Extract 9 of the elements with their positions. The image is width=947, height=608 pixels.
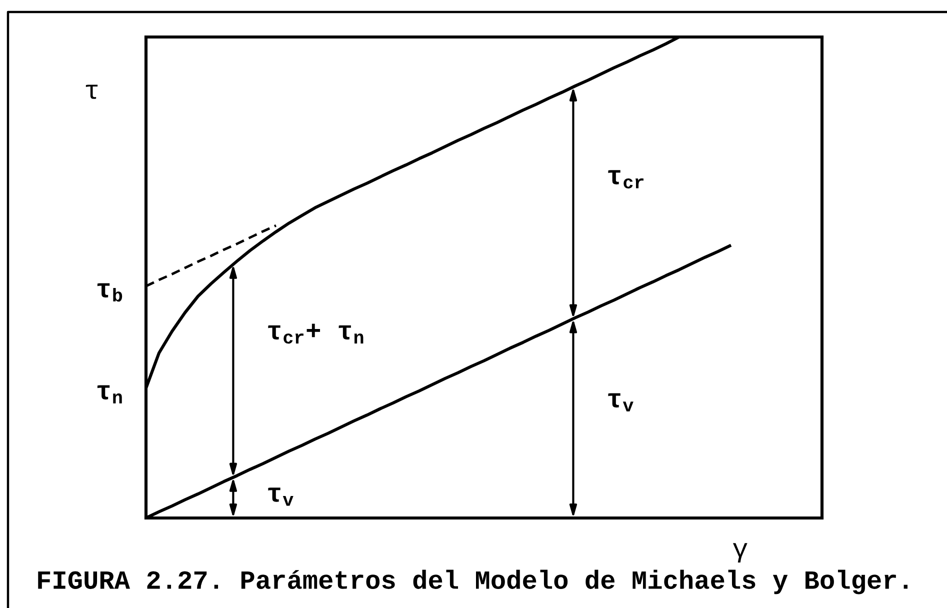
annotation: τ$_{v}$ [268,488,294,506]
text: FIGURA 2.27. Parámetros del Modelo de Michaels y Bolger. [38,570,908,594]
text: τ$_{n}$ [97,385,122,404]
annotation: τ$_{cr}$+ τ$_{n}$ [268,324,364,344]
annotation: τ$_{v}$ [608,393,634,412]
annotation: τ$_{cr}$ [608,170,644,188]
y-axis-title: τ [86,84,98,99]
text: τ$_{b}$ [97,283,122,302]
x-axis-title: γ [732,543,748,563]
